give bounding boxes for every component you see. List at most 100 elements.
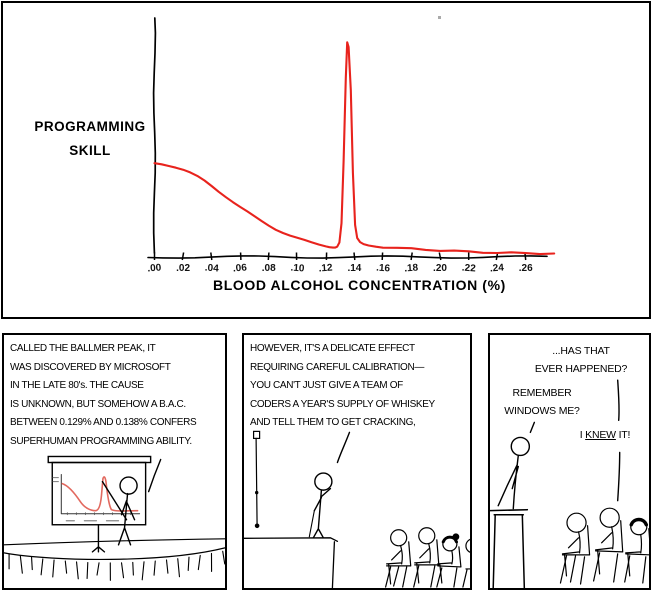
x-tick-label: .02 [176, 263, 190, 274]
x-tick-label: .20 [433, 263, 447, 274]
audience [559, 507, 649, 585]
y-axis-label: PROGRAMMING SKILL [15, 115, 165, 163]
x-axis-ticks: .00 .02 .04 .06 .08 .10 .12 .14 .16 .18 .20 .22 .24.… [147, 252, 533, 275]
fringe-strand [132, 561, 134, 576]
hair [441, 535, 458, 544]
stage [244, 537, 339, 588]
fringe-strand [31, 556, 33, 571]
speech-line-text: EVER HAPPENED? [534, 363, 628, 375]
audience [385, 527, 470, 588]
mini-chart-label-scribbles [52, 476, 120, 522]
panel-2-scene [244, 430, 470, 588]
x-tick [438, 252, 442, 261]
presenter-figure [308, 472, 333, 539]
fringe-strand [222, 550, 225, 565]
fringe-strand [197, 554, 201, 571]
audience-exclaim: I KNEW IT! [579, 429, 631, 441]
caption-line: CALLED THE BALLMER PEAK, IT [10, 343, 156, 354]
audience-member [413, 527, 440, 588]
fringe-strand [19, 555, 23, 574]
audience-member [592, 507, 624, 583]
audience-member [559, 512, 591, 585]
x-tick [410, 252, 413, 261]
x-tick-label: .26 [519, 263, 533, 274]
x-tick-label: .22 [461, 263, 476, 275]
speech-line-text: REMEMBER [512, 387, 572, 399]
audience-member [385, 529, 412, 588]
bac-chart-svg: .00 .02 .04 .06 .08 .10 .12 .14 .16 .18 .20 .22 .24.… [147, 17, 556, 275]
speech-line [336, 431, 351, 464]
panel-3: ...HAS THAT EVER HAPPENED? REMEMBER WIND… [488, 333, 651, 590]
x-tick-label: .16 [376, 263, 391, 275]
x-tick [353, 252, 356, 261]
microphone-stand [252, 430, 261, 529]
panel-2-caption: HOWEVER, IT'S A DELICATE EFFECT REQUIRIN… [250, 340, 466, 433]
x-tick-label: .00 [147, 263, 162, 275]
caption-line: IS UNKNOWN, BUT SOMEHOW A B.A.C. [10, 398, 186, 410]
x-tick-label: .06 [233, 263, 248, 275]
panel-1-scene [4, 455, 225, 581]
caption-line: REQUIRING CAREFUL CALIBRATION— [250, 361, 424, 373]
speck [438, 16, 441, 19]
caption-line: BETWEEN 0.129% AND 0.138% CONFERS [10, 417, 197, 428]
x-tick [210, 252, 213, 261]
stage-fringe [8, 550, 225, 581]
fringe-strand [141, 561, 145, 581]
panel-3-scene [490, 379, 649, 588]
presenter-figure [497, 436, 531, 510]
audience-member-partial [462, 538, 470, 588]
y-axis-label-line1: PROGRAMMING [34, 119, 146, 134]
screen-stand [91, 524, 106, 553]
caption-line: CODERS A YEAR'S SUPPLY OF WHISKEY [250, 398, 435, 410]
x-tick-label: .12 [318, 263, 333, 275]
speech-line [616, 379, 620, 422]
fringe-strand [96, 562, 100, 576]
caption-line: AND TELL THEM TO GET CRACKING, [250, 417, 416, 428]
x-tick-label: .14 [347, 263, 361, 274]
fringe-strand [165, 559, 169, 574]
fringe-strand [40, 558, 44, 576]
caption-line: SUPERHUMAN PROGRAMMING ABILITY. [10, 435, 192, 447]
fringe-strand [86, 561, 89, 580]
fringe-strand [120, 562, 125, 579]
fringe-strand [187, 556, 190, 571]
fringe-strand [153, 560, 156, 576]
pointer-stick [308, 510, 315, 538]
panel-2: HOWEVER, IT'S A DELICATE EFFECT REQUIRIN… [242, 333, 472, 590]
x-tick-label: .10 [290, 263, 305, 275]
stage-front-edge [4, 547, 225, 561]
speech-line [529, 421, 536, 434]
stage-back-edge [4, 538, 225, 546]
fringe-strand [64, 560, 68, 574]
speech-line [616, 451, 621, 502]
presenter-figure [101, 476, 138, 546]
x-tick [181, 252, 185, 261]
audience-member-with-bun [436, 533, 462, 588]
audience-question: ...HAS THAT EVER HAPPENED? [518, 342, 644, 378]
fringe-strand [177, 558, 181, 578]
speech-line-text: WINDOWS ME? [504, 405, 580, 417]
x-axis [147, 255, 548, 259]
caption-line: IN THE LATE 80's. THE CAUSE [10, 380, 144, 391]
fringe-strand [52, 559, 55, 578]
x-tick-label: .08 [262, 263, 276, 274]
panel-1: CALLED THE BALLMER PEAK, IT WAS DISCOVER… [2, 333, 227, 590]
panel-chart: .00 .02 .04 .06 .08 .10 .12 .14 .16 .18 .20 .22 .24.… [1, 1, 651, 319]
presenter-reply: REMEMBER WINDOWS ME? [494, 384, 590, 420]
speech-line-text: ...HAS THAT [552, 345, 610, 357]
fringe-strand [75, 561, 79, 580]
panel-1-caption: CALLED THE BALLMER PEAK, IT WAS DISCOVER… [10, 340, 221, 451]
x-tick-label: .24 [490, 263, 505, 275]
mini-chart [52, 474, 141, 522]
x-axis-label: BLOOD ALCOHOL CONCENTRATION (%) [213, 277, 506, 293]
y-axis [152, 17, 157, 254]
podium [490, 508, 529, 588]
caption-line: YOU CAN'T JUST GIVE A TEAM OF [250, 380, 403, 391]
caption-line: WAS DISCOVERED BY MICROSOFT [10, 361, 171, 373]
stage [4, 538, 225, 581]
x-tick [267, 252, 270, 261]
hair-bun [452, 533, 460, 541]
x-tick-label: .04 [204, 263, 219, 275]
y-axis-label-line2: SKILL [69, 143, 111, 158]
